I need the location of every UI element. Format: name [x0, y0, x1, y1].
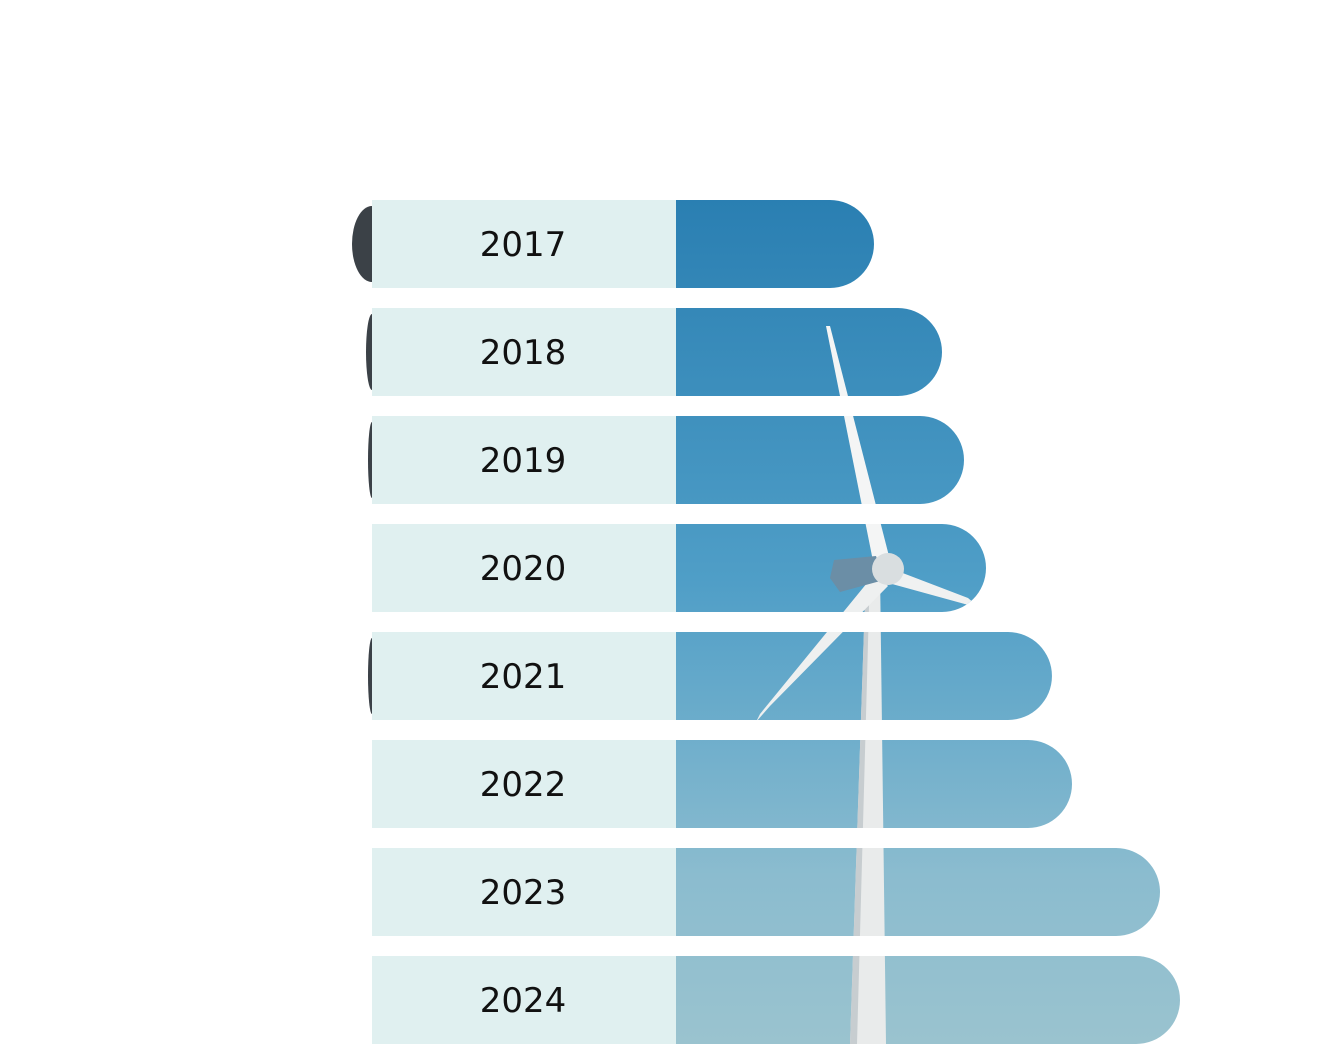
edge-fragment-2017 [352, 206, 372, 282]
category-label-2024: 2024 [480, 981, 567, 1021]
category-label-2019: 2019 [480, 441, 567, 481]
category-labels: 2017 2018 2019 2020 2021 2022 2023 2024 [480, 225, 567, 1021]
edge-fragment-2021 [368, 638, 372, 714]
label-cell-2024 [372, 956, 676, 1044]
category-label-2022: 2022 [480, 765, 567, 805]
category-label-2023: 2023 [480, 873, 567, 913]
edge-fragment-2019 [368, 422, 372, 498]
label-cell-2022 [372, 740, 676, 828]
label-cell-2023 [372, 848, 676, 936]
label-cell-2019 [372, 416, 676, 504]
label-cell-2021 [372, 632, 676, 720]
label-cell-2017 [372, 200, 676, 288]
label-cells [372, 200, 676, 1044]
category-label-2017: 2017 [480, 225, 567, 265]
wind-turbine-icon [756, 326, 982, 1044]
label-cell-2018 [372, 308, 676, 396]
bars-with-turbine-photo [676, 200, 1180, 1044]
category-label-2020: 2020 [480, 549, 567, 589]
label-cell-2020 [372, 524, 676, 612]
sky-background [676, 200, 1180, 1044]
category-label-2018: 2018 [480, 333, 567, 373]
category-label-2021: 2021 [480, 657, 567, 697]
edge-fragment-2018 [366, 314, 372, 390]
decorative-edge-fragments [352, 206, 372, 714]
